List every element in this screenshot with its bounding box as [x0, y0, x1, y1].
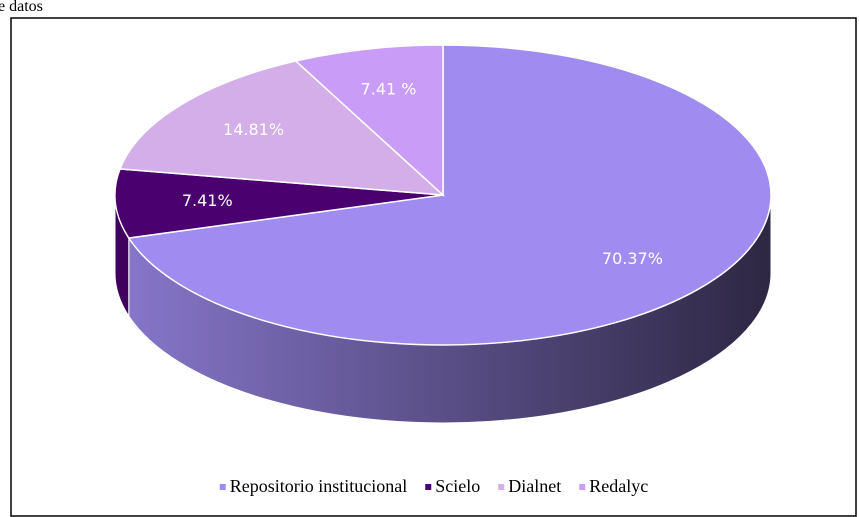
legend-marker	[498, 484, 505, 490]
legend-marker	[579, 484, 586, 490]
legend-label: Repositorio institucional	[230, 476, 408, 496]
legend-marker	[219, 484, 226, 490]
chart-title: e datos	[0, 0, 43, 15]
data-label: 70.37%	[602, 249, 663, 268]
data-label: 14.81%	[223, 120, 284, 139]
legend-label: Redalyc	[589, 476, 648, 496]
pie-slice	[114, 168, 444, 239]
legend-label: Dialnet	[508, 476, 561, 496]
data-label: 7.41%	[182, 191, 233, 210]
pie-slice	[118, 60, 446, 196]
legend-label: Scielo	[435, 476, 480, 496]
pie-slice	[127, 44, 772, 346]
data-label: 7.41 %	[361, 79, 417, 98]
pie-slice	[294, 44, 444, 197]
legend-marker	[425, 484, 432, 490]
